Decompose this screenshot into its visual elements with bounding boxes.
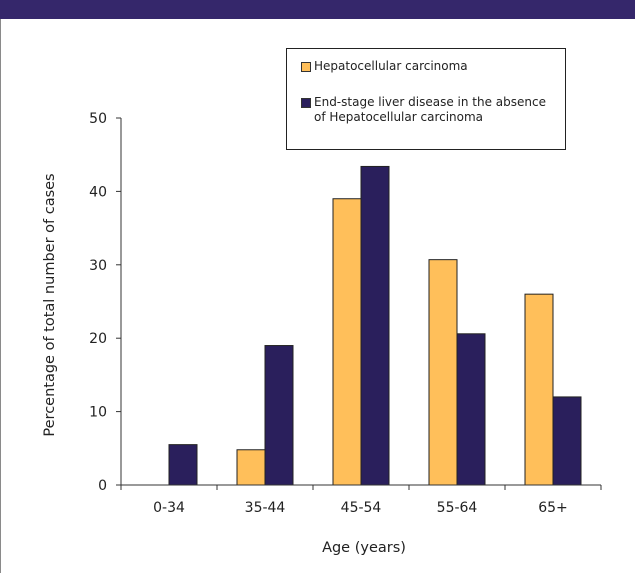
y-tick-label: 20	[89, 331, 107, 347]
bar-hcc	[236, 449, 266, 486]
x-axis-title: Age (years)	[322, 540, 406, 556]
bar-esld	[168, 444, 198, 486]
x-axis-ticks: 0-34 35-44 45-54 55-64 65+	[120, 485, 602, 516]
legend-swatch-esld	[301, 98, 311, 108]
bar-esld	[456, 333, 486, 486]
bar-esld	[360, 165, 390, 486]
x-tick-label: 0-34	[153, 500, 185, 516]
y-axis-ticks: 0 10 20 30 40 50	[89, 111, 121, 494]
bar-hcc	[428, 259, 458, 486]
y-tick-label: 40	[89, 184, 107, 200]
x-tick-label: 35-44	[245, 500, 286, 516]
bars-layer	[168, 165, 582, 486]
legend-entry-hcc: Hepatocellular carcinoma	[301, 59, 549, 74]
legend-label-esld: End-stage liver disease in the absence o…	[314, 95, 547, 124]
y-tick-label: 0	[98, 478, 107, 494]
x-tick-label: 65+	[538, 500, 568, 516]
x-tick-label: 45-54	[341, 500, 382, 516]
legend-swatch-hcc	[301, 62, 311, 72]
y-tick-label: 10	[89, 405, 107, 421]
y-axis-title: Percentage of total number of cases	[42, 173, 58, 436]
bar-esld	[264, 345, 294, 486]
bar-hcc	[524, 293, 554, 486]
legend-entry-esld: End-stage liver disease in the absence o…	[301, 95, 549, 125]
bar-esld	[552, 396, 582, 486]
y-tick-label: 50	[89, 111, 107, 127]
legend-label-hcc: Hepatocellular carcinoma	[314, 59, 468, 73]
left-border	[0, 19, 1, 573]
bar-hcc	[332, 198, 362, 486]
legend: Hepatocellular carcinoma End-stage liver…	[286, 48, 566, 150]
x-tick-label: 55-64	[437, 500, 478, 516]
y-tick-label: 30	[89, 258, 107, 274]
header-bar	[0, 0, 635, 19]
